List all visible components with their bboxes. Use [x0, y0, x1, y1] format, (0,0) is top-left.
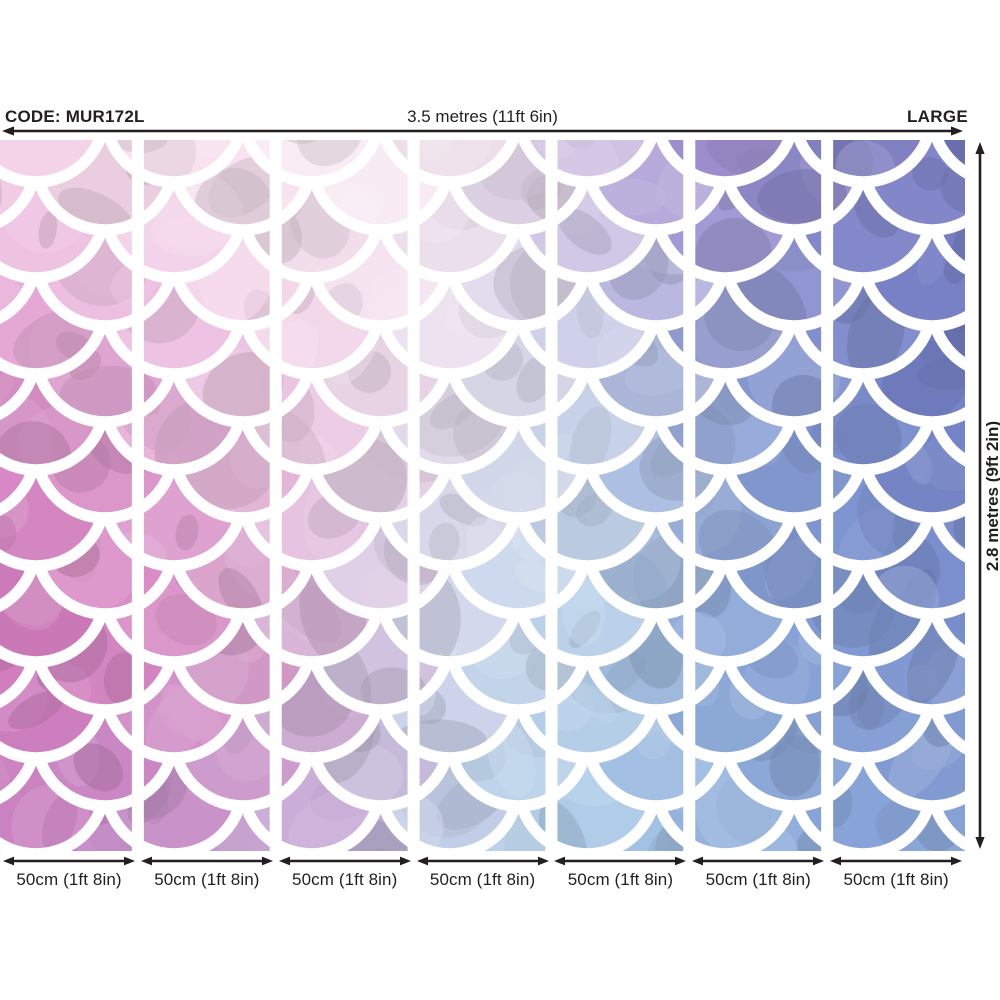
size-tag: LARGE: [907, 107, 968, 126]
mural-preview: [0, 140, 965, 851]
width-dimension-label: 3.5 metres (11ft 6in): [407, 107, 558, 126]
panel-width-arrow-icon: [692, 856, 825, 866]
panel-measure-7: 50cm (1ft 8in): [827, 853, 965, 890]
width-arrow-icon: [2, 126, 963, 136]
panel-width-label: 50cm (1ft 8in): [429, 870, 536, 889]
panel-measure-3: 50cm (1ft 8in): [276, 853, 414, 890]
panel-measure-1: 50cm (1ft 8in): [0, 853, 138, 890]
panel-width-label: 50cm (1ft 8in): [843, 870, 949, 889]
panel-width-arrow-icon: [3, 856, 135, 866]
height-arrow-icon: [975, 142, 985, 849]
panel-measure-5: 50cm (1ft 8in): [551, 853, 689, 890]
product-code: CODE: MUR172L: [5, 107, 145, 126]
panel-measure-4: 50cm (1ft 8in): [414, 853, 552, 890]
panel-measure-6: 50cm (1ft 8in): [689, 853, 827, 890]
panel-width-label: 50cm (1ft 8in): [16, 870, 122, 889]
panel-width-label: 50cm (1ft 8in): [705, 870, 811, 889]
panel-width-arrow-icon: [278, 856, 411, 866]
panel-measure-2: 50cm (1ft 8in): [138, 853, 276, 890]
panel-width-arrow-icon: [830, 856, 963, 866]
panel-width-label: 50cm (1ft 8in): [292, 870, 398, 889]
panel-width-label: 50cm (1ft 8in): [154, 870, 260, 889]
panel-width-arrow-icon: [416, 856, 549, 866]
panel-width-label: 50cm (1ft 8in): [567, 870, 674, 889]
panel-width-arrow-icon: [554, 856, 687, 866]
height-dimension-label: 2.8 metres (9ft 2in): [983, 420, 1000, 572]
panel-width-arrow-icon: [140, 856, 273, 866]
